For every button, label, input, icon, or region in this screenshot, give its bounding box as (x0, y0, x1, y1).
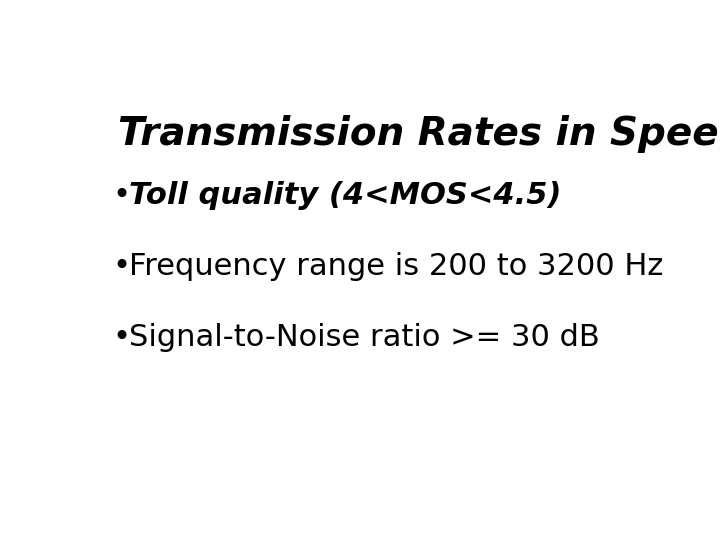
Text: •: • (112, 181, 130, 210)
Text: Signal-to-Noise ratio >= 30 dB: Signal-to-Noise ratio >= 30 dB (129, 322, 600, 352)
Text: Frequency range is 200 to 3200 Hz: Frequency range is 200 to 3200 Hz (129, 252, 663, 281)
Text: Transmission Rates in Speech Coding: Transmission Rates in Speech Coding (118, 114, 720, 153)
Text: Toll quality (4<MOS<4.5): Toll quality (4<MOS<4.5) (129, 181, 562, 210)
Text: •: • (112, 322, 130, 352)
Text: •: • (112, 252, 130, 281)
